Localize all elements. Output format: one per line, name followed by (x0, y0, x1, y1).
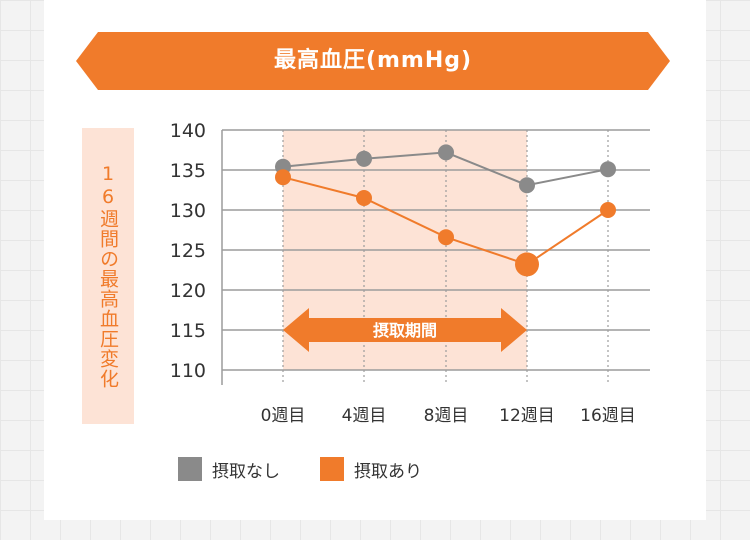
intake-period-label: 摂取期間 (373, 321, 437, 340)
chart-title: 最高血圧(mmHg) (273, 48, 473, 73)
series-1-point (600, 161, 616, 178)
legend-label: 摂取あり (354, 461, 422, 482)
y-tick-label: 135 (170, 160, 206, 182)
legend-swatch (178, 457, 202, 481)
series-2-point (515, 252, 539, 277)
banner-arrow-shape (76, 32, 670, 90)
x-tick-label: 16週目 (580, 406, 636, 426)
series-1-point (356, 150, 372, 167)
series-1-point (519, 177, 535, 194)
y-tick-label: 110 (170, 360, 206, 382)
legend-label: 摂取なし (212, 461, 280, 482)
y-axis-label: 16週間の最高血圧変化 (97, 163, 119, 389)
series-1-point (438, 144, 454, 161)
y-axis-label-box: 16週間の最高血圧変化 (82, 128, 134, 424)
y-tick-label: 130 (170, 200, 206, 222)
intake-period-arrow (283, 308, 527, 352)
x-tick-label: 4週目 (342, 406, 387, 426)
series-2-point (275, 169, 291, 186)
legend: 摂取なし 摂取あり (178, 456, 422, 482)
x-tick-label: 0週目 (261, 406, 306, 426)
legend-swatch (320, 457, 344, 481)
legend-item: 摂取なし (178, 456, 280, 482)
title-banner: 最高血圧(mmHg) (76, 32, 670, 90)
x-tick-label: 8週目 (424, 406, 469, 426)
y-tick-label: 115 (170, 320, 206, 342)
series-2-point (438, 229, 454, 246)
series-2-point (356, 190, 372, 206)
series-2-point (600, 202, 616, 218)
y-tick-label: 125 (170, 240, 206, 262)
y-tick-label: 140 (170, 120, 206, 142)
legend-item: 摂取あり (320, 456, 422, 482)
y-tick-label: 120 (170, 280, 206, 302)
x-tick-label: 12週目 (499, 406, 555, 426)
